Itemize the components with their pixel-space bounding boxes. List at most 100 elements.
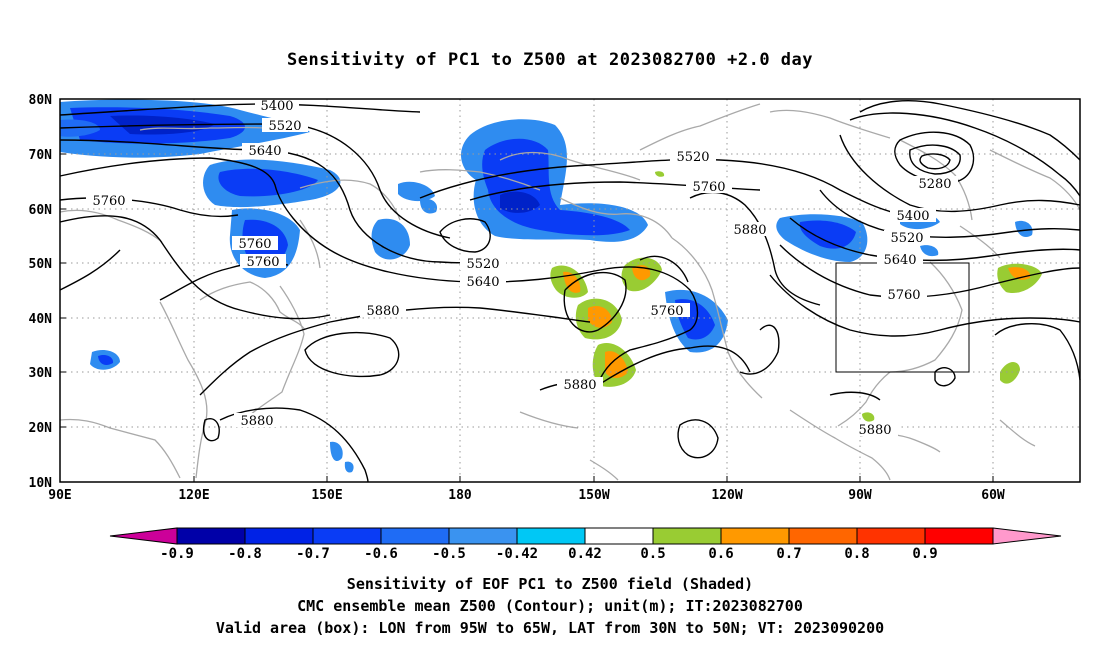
lon-label: 60W <box>981 488 1005 503</box>
map-frame <box>59 98 1081 483</box>
colorbar-label: 0.7 <box>776 546 801 562</box>
svg-text:5880: 5880 <box>366 304 399 319</box>
graticule <box>60 99 1080 482</box>
positive-sensitivity-shading <box>550 171 1042 422</box>
svg-text:5400: 5400 <box>896 209 929 224</box>
contour-label: 5520 <box>884 230 930 246</box>
contour-label: 5520 <box>262 118 308 134</box>
colorbar-segment <box>788 527 858 545</box>
contour-label: 5880 <box>360 303 406 319</box>
lat-label: 60N <box>29 203 53 218</box>
contour-label: 5760 <box>686 179 732 195</box>
svg-text:5760: 5760 <box>887 288 920 303</box>
caption-line-3: Valid area (box): LON from 95W to 65W, L… <box>215 619 885 637</box>
colorbar-segment <box>176 527 246 545</box>
colorbar-segment <box>312 527 382 545</box>
contour-label: 5760 <box>240 254 286 270</box>
svg-text:5520: 5520 <box>890 231 923 246</box>
svg-text:5640: 5640 <box>883 253 916 268</box>
svg-text:5880: 5880 <box>240 414 273 429</box>
longitude-labels: 90E 120E 150E 180 150W 120W 90W 60W <box>48 488 1005 503</box>
colorbar-label: -0.42 <box>496 546 538 562</box>
contour-label: 5760 <box>232 236 278 252</box>
svg-text:5760: 5760 <box>92 194 125 209</box>
svg-text:5880: 5880 <box>563 378 596 393</box>
lon-label: 120W <box>711 488 742 503</box>
contour-label: 5640 <box>242 143 288 159</box>
colorbar-segment <box>244 527 314 545</box>
colorbar-labels: -0.9 -0.8 -0.7 -0.6 -0.5 -0.42 0.42 0.5 … <box>160 546 938 562</box>
colorbar <box>109 527 1062 545</box>
svg-text:5760: 5760 <box>238 237 271 252</box>
coastlines <box>59 103 1081 481</box>
negative-sensitivity-shading <box>60 99 1033 473</box>
lat-label: 30N <box>29 366 53 381</box>
colorbar-label: -0.8 <box>228 546 262 562</box>
contour-label: 5760 <box>86 193 132 209</box>
contour-label: 5520 <box>460 256 506 272</box>
contour-label: 5400 <box>890 208 936 224</box>
lon-label: 90E <box>48 488 71 503</box>
svg-text:5880: 5880 <box>733 223 766 238</box>
axis-ticks <box>60 98 994 483</box>
colorbar-label: 0.42 <box>568 546 602 562</box>
lon-label: 90W <box>848 488 872 503</box>
contour-label: 5280 <box>912 176 958 192</box>
contour-label: 5880 <box>727 222 773 238</box>
contour-label: 5880 <box>852 422 898 438</box>
contour-label: 5520 <box>670 149 716 165</box>
contour-label: 5640 <box>460 274 506 290</box>
map-title: Sensitivity of PC1 to Z500 at 2023082700… <box>286 50 813 70</box>
lat-label: 10N <box>29 476 53 491</box>
colorbar-segment <box>380 527 450 545</box>
colorbar-segment <box>924 527 994 545</box>
caption: Sensitivity of EOF PC1 to Z500 field (Sh… <box>0 573 1100 639</box>
svg-text:5520: 5520 <box>466 257 499 272</box>
svg-text:5280: 5280 <box>918 177 951 192</box>
colorbar-arrow-right <box>992 527 1062 545</box>
colorbar-segment <box>516 527 586 545</box>
contour-label: 5400 <box>255 98 299 114</box>
lon-label: 120E <box>178 488 209 503</box>
lon-label: 180 <box>448 488 472 503</box>
lat-label: 50N <box>29 257 53 272</box>
colorbar-segment <box>856 527 926 545</box>
svg-text:5520: 5520 <box>268 119 301 134</box>
svg-text:5640: 5640 <box>466 275 499 290</box>
contour-label: 5760 <box>881 287 927 303</box>
colorbar-segment <box>720 527 790 545</box>
contour-label: 5760 <box>644 303 690 319</box>
colorbar-label: 0.9 <box>912 546 937 562</box>
svg-text:5640: 5640 <box>248 144 281 159</box>
colorbar-label: 0.6 <box>708 546 733 562</box>
colorbar-label: -0.7 <box>296 546 330 562</box>
lat-label: 80N <box>29 93 53 108</box>
colorbar-label: 0.5 <box>640 546 665 562</box>
contour-label: 5880 <box>234 413 280 429</box>
colorbar-arrow-left <box>109 527 178 545</box>
caption-line-1: Sensitivity of EOF PC1 to Z500 field (Sh… <box>346 575 754 593</box>
lat-label: 20N <box>29 421 53 436</box>
svg-text:5760: 5760 <box>692 180 725 195</box>
lat-label: 70N <box>29 148 53 163</box>
lon-label: 150E <box>311 488 342 503</box>
svg-text:5760: 5760 <box>246 255 279 270</box>
contour-label: 5880 <box>557 377 603 393</box>
colorbar-label: -0.5 <box>432 546 466 562</box>
colorbar-segment <box>448 527 518 545</box>
contour-labels: 5400 5520 5640 5760 5760 5760 5520 5640 <box>86 98 958 438</box>
svg-text:5880: 5880 <box>858 423 891 438</box>
colorbar-label: -0.9 <box>160 546 194 562</box>
latitude-labels: 80N 70N 60N 50N 40N 30N 20N 10N <box>29 93 53 491</box>
colorbar-label: -0.6 <box>364 546 398 562</box>
lon-label: 150W <box>578 488 609 503</box>
caption-line-2: CMC ensemble mean Z500 (Contour); unit(m… <box>297 597 803 615</box>
colorbar-segment <box>584 527 654 545</box>
lat-label: 40N <box>29 312 53 327</box>
colorbar-label: 0.8 <box>844 546 869 562</box>
svg-text:5520: 5520 <box>676 150 709 165</box>
contour-label: 5640 <box>877 252 923 268</box>
colorbar-segment <box>652 527 722 545</box>
svg-text:5400: 5400 <box>260 99 293 114</box>
